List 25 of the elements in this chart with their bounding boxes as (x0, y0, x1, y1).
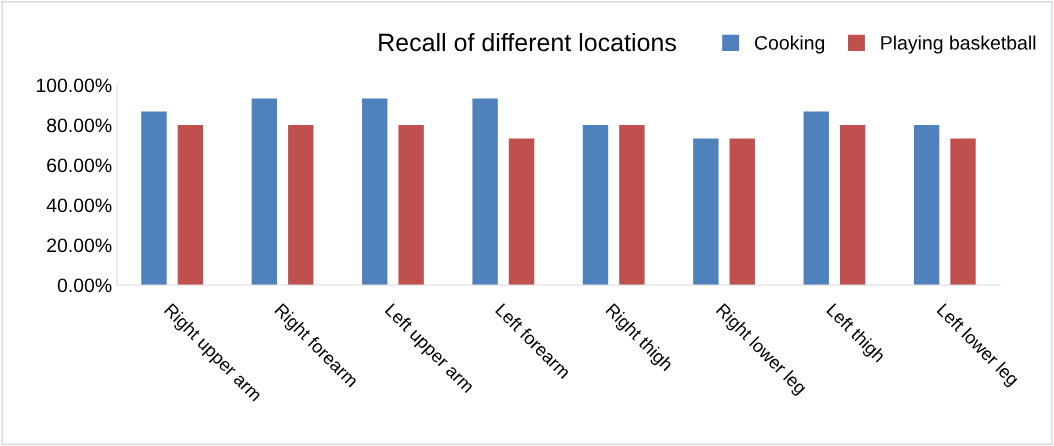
bar (803, 111, 829, 285)
bar (472, 98, 498, 285)
bar (839, 125, 866, 285)
bar (362, 98, 388, 285)
y-tick-label: 80.00% (47, 118, 112, 133)
y-tick-label: 40.00% (46, 198, 112, 213)
bar (398, 125, 424, 285)
bar (251, 98, 278, 285)
bar (582, 125, 609, 285)
chart-title: Recall of different locations (379, 32, 676, 52)
bar (693, 138, 719, 285)
bar (177, 125, 204, 285)
y-tick-label: 0.00% (57, 278, 112, 293)
bar (288, 125, 314, 285)
bar (729, 138, 755, 285)
bar (141, 111, 167, 285)
bar (913, 125, 940, 285)
bar (508, 138, 535, 285)
y-tick-label: 60.00% (47, 158, 112, 173)
bar (619, 125, 645, 285)
legend-label: Playing basketball (881, 35, 1036, 54)
y-tick-label: 100.00% (36, 78, 112, 93)
y-tick-label: 20.00% (47, 238, 112, 253)
legend-label: Cooking (754, 35, 825, 54)
bar (950, 138, 976, 285)
